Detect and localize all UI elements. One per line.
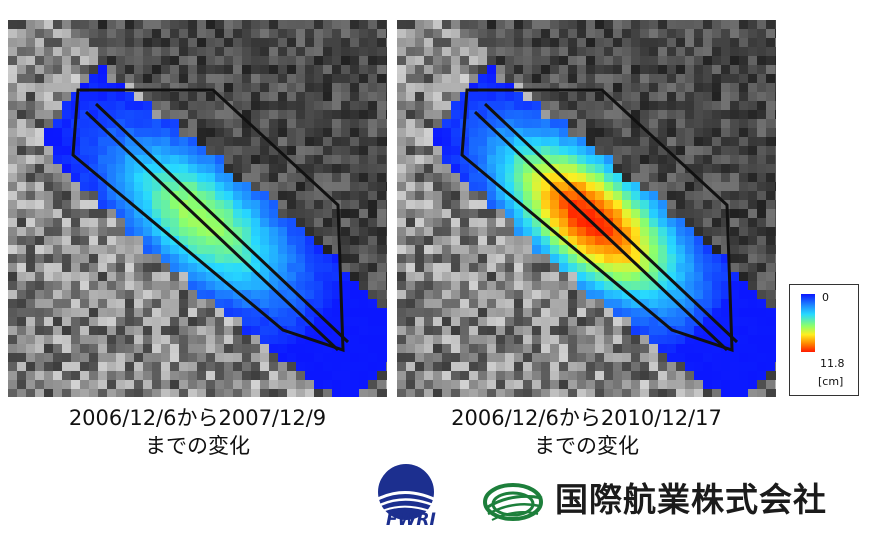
fwri-logo-text: FWRI <box>386 510 436 528</box>
profile-line <box>473 110 729 352</box>
legend-min-label: 0 <box>822 291 829 304</box>
caption-left-period: 2006/12/6から2007/12/9 <box>68 406 327 430</box>
company-name: 国際航業株式会社 <box>555 480 827 519</box>
site-boundary-outline <box>71 88 345 353</box>
caption-left: 2006/12/6から2007/12/9 までの変化 <box>8 404 387 460</box>
site-boundary-outline <box>460 88 734 353</box>
displacement-map-svg <box>397 20 776 397</box>
kokusai-kogyo-mark <box>483 483 543 521</box>
color-scale-legend: 0 11.8 [cm] <box>789 284 859 396</box>
caption-left-suffix: までの変化 <box>145 434 250 458</box>
caption-right-suffix: までの変化 <box>534 434 639 458</box>
legend-unit-label: [cm] <box>818 375 844 388</box>
profile-line <box>84 110 340 352</box>
profile-line <box>483 102 739 344</box>
displacement-map-2007 <box>8 20 387 397</box>
caption-right: 2006/12/6から2010/12/17 までの変化 <box>397 404 776 460</box>
profile-line <box>94 102 350 344</box>
legend-max-label: 11.8 <box>820 357 845 370</box>
displacement-map-2010 <box>397 20 776 397</box>
color-scale-bar <box>801 294 815 352</box>
displacement-map-svg <box>8 20 387 397</box>
fwri-logo: FWRI <box>375 464 443 528</box>
caption-right-period: 2006/12/6から2010/12/17 <box>451 406 722 430</box>
